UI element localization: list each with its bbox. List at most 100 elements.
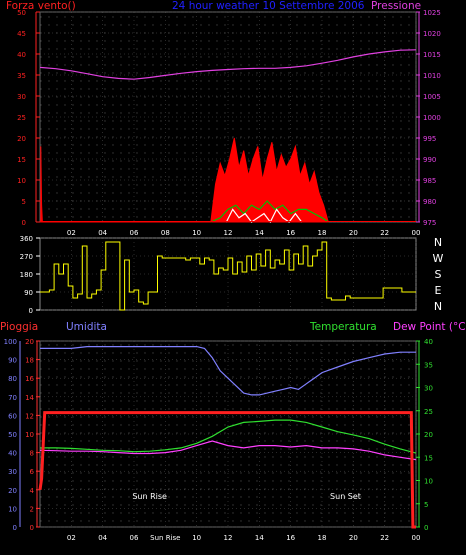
rain-tick-label: 16 [25, 375, 34, 383]
temperature-tick-label: 15 [424, 454, 433, 462]
rain-tick-label: 18 [25, 357, 34, 365]
x-tick-label: 00 [412, 229, 421, 237]
pressure-tick-label: 980 [423, 198, 436, 206]
humidity-tick-label: 40 [8, 450, 17, 458]
x-tick-label: 22 [380, 534, 389, 542]
rain-ticks: 0 2 4 6 8 10 12 14 16 18 20 [25, 338, 40, 532]
rain-tick-label: 20 [25, 338, 34, 346]
x-tick-label: 06 [130, 534, 139, 542]
humidity-tick-label: 70 [8, 394, 17, 402]
humidity-ticks: 0 10 20 30 40 50 60 70 80 90 100 [4, 338, 21, 532]
x-tick-label: 22 [380, 229, 389, 237]
direction-tick-label: 180 [20, 271, 33, 279]
humidity-tick-label: 20 [8, 487, 17, 495]
pressure-tick-label: 990 [423, 156, 436, 164]
wind-tick-label: 0 [22, 219, 26, 227]
direction-grid [40, 237, 417, 311]
wind-tick-label: 50 [17, 9, 26, 17]
wind-tick-label: 30 [17, 93, 26, 101]
rain-humidity-panel: Pioggia Umidita Temperatura Dew Point (°… [0, 321, 466, 542]
x-tick-label: 18 [318, 534, 327, 542]
x-tick-label: 02 [67, 534, 76, 542]
pressure-ticks: 975 980 985 990 995 1000 1005 1010 1015 1020 1025 [416, 9, 441, 227]
humidity-tick-label: 10 [8, 505, 17, 513]
direction-tick-label: 360 [20, 235, 33, 243]
weather-series [38, 346, 417, 529]
temperature-tick-label: 40 [424, 338, 433, 346]
pressure-tick-label: 1005 [423, 93, 441, 101]
humidity-tick-label: 60 [8, 412, 17, 420]
humidity-line [40, 346, 416, 396]
dewpoint-legend: Dew Point (°C) [393, 321, 466, 333]
x-tick-label: 16 [286, 534, 295, 542]
x-tick-label: 02 [67, 229, 76, 237]
temperature-tick-label: 0 [424, 524, 428, 532]
temperature-tick-label: 10 [424, 478, 433, 486]
wind-tick-label: 10 [17, 177, 26, 185]
humidity-tick-label: 50 [8, 431, 17, 439]
x-tick-label: 10 [192, 534, 201, 542]
rain-x-ticks: 02 04 06 Sun Rise 10 12 14 16 18 20 22 00 [67, 534, 421, 542]
direction-line [40, 241, 416, 311]
rain-tick-label: 6 [30, 468, 35, 476]
wind-ticks: 0 5 10 15 20 25 30 35 40 45 50 [17, 9, 40, 227]
humidity-axis-label: Umidita [66, 321, 107, 333]
x-tick-label: 00 [412, 534, 421, 542]
x-tick-label: Sun Rise [150, 534, 180, 542]
wind-tick-label: 40 [17, 51, 26, 59]
pressure-tick-label: 1020 [423, 30, 441, 38]
wind-series [39, 49, 417, 224]
dewpoint-line [39, 440, 417, 461]
temperature-tick-label: 5 [424, 501, 428, 509]
rain-axis-label: Pioggia [0, 321, 38, 333]
direction-tick-label: 270 [20, 253, 33, 261]
x-tick-label: 16 [286, 229, 295, 237]
compass-label: S [435, 268, 442, 281]
wind-axis-label: Forza vento() [6, 0, 76, 12]
pressure-line [39, 49, 417, 80]
x-tick-label: 10 [192, 229, 201, 237]
wind-tick-label: 25 [17, 114, 26, 122]
x-tick-label: 20 [349, 534, 358, 542]
pressure-tick-label: 995 [423, 135, 436, 143]
x-tick-label: 06 [130, 229, 139, 237]
pressure-tick-label: 985 [423, 177, 436, 185]
compass-label: W [433, 252, 444, 265]
pressure-tick-label: 1015 [423, 51, 441, 59]
temperature-legend: Temperatura [309, 321, 377, 333]
x-tick-label: 14 [255, 229, 264, 237]
humidity-tick-label: 80 [8, 375, 17, 383]
rain-tick-label: 8 [30, 450, 34, 458]
rain-tick-label: 0 [30, 524, 34, 532]
sun-annotations: Sun Rise Sun Set [132, 492, 361, 501]
temperature-ticks: 0 5 10 15 20 25 30 35 40 [416, 338, 433, 532]
temperature-tick-label: 30 [424, 385, 433, 393]
humidity-tick-label: 0 [13, 524, 17, 532]
rain-tick-label: 10 [25, 431, 34, 439]
wind-tick-label: 20 [17, 135, 26, 143]
compass-label: N [434, 236, 442, 249]
rain-tick-label: 14 [25, 394, 34, 402]
wind-tick-label: 5 [22, 198, 26, 206]
average-line [210, 200, 329, 223]
x-tick-label: 04 [98, 229, 107, 237]
x-tick-label: 18 [318, 229, 327, 237]
sun-annotation: Sun Rise [132, 492, 167, 501]
temperature-tick-label: 20 [424, 431, 433, 439]
chart-title: 24 hour weather 10 Settembre 2006 [172, 0, 365, 12]
temperature-line [40, 419, 417, 454]
gust-area [40, 137, 329, 223]
pressure-tick-label: 1000 [423, 114, 441, 122]
direction-tick-label: 90 [24, 289, 33, 297]
pressure-tick-label: 1010 [423, 72, 441, 80]
wind-pressure-panel: Forza vento() 24 hour weather 10 Settemb… [6, 0, 441, 237]
rain-line [38, 411, 416, 529]
x-tick-label: 08 [161, 229, 170, 237]
humidity-tick-label: 30 [8, 468, 17, 476]
wind-x-ticks: 02 04 06 08 10 12 14 16 18 20 22 00 [67, 229, 421, 237]
direction-tick-label: 0 [29, 307, 33, 315]
rain-tick-label: 4 [30, 487, 35, 495]
